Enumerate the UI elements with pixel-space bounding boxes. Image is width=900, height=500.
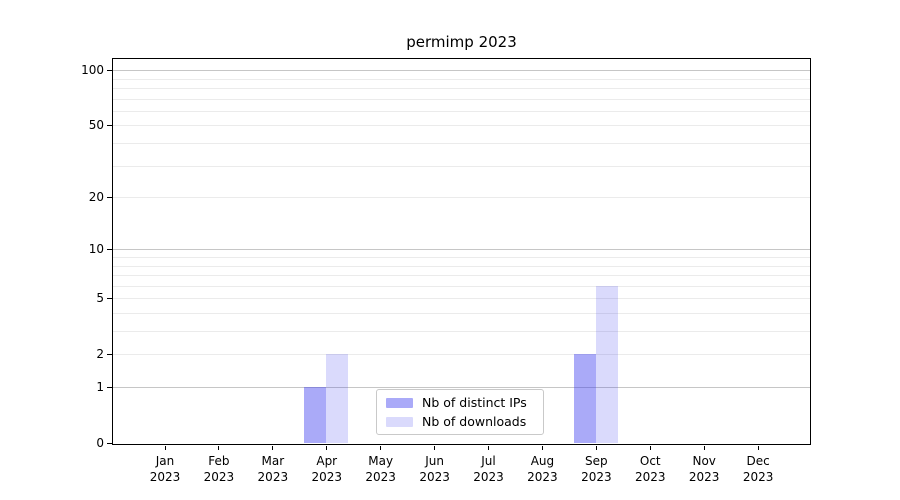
y-tick-mark [107, 249, 112, 251]
x-tick-label: Jan 2023 [133, 453, 197, 486]
y-tick-mark [107, 354, 112, 356]
x-tick-label-line: Jun [425, 453, 444, 468]
x-tick-label-line: 2023 [634, 470, 666, 484]
x-tick-label: Mar 2023 [241, 453, 305, 486]
minor-gridline [113, 197, 810, 199]
major-gridline [113, 249, 810, 251]
x-tick-label-line: 2023 [742, 470, 774, 484]
x-tick-label-line: 2023 [419, 470, 450, 484]
minor-gridline [113, 143, 810, 145]
x-tick-label-line: 2023 [203, 470, 235, 484]
x-tick-label-line: 2023 [581, 470, 612, 484]
y-tick-label: 1 [96, 380, 104, 394]
bar-distinct-ips [304, 387, 327, 443]
x-tick-label-line: Aug [530, 453, 555, 468]
x-tick-label-line: 2023 [365, 470, 396, 484]
legend-item-downloads: Nb of downloads [386, 413, 543, 430]
y-tick-mark [107, 197, 112, 199]
x-tick-mark [595, 445, 597, 450]
bar-downloads [326, 354, 349, 443]
bar-distinct-ips [573, 354, 596, 443]
minor-gridline [113, 298, 810, 300]
minor-gridline [113, 257, 810, 258]
x-tick-mark [703, 445, 705, 450]
x-tick-label-line: Mar [261, 453, 285, 468]
minor-gridline [113, 110, 810, 112]
y-tick-mark [107, 443, 112, 444]
minor-gridline [113, 165, 810, 167]
x-tick-mark [649, 445, 651, 450]
x-tick-label-line: 2023 [473, 470, 504, 484]
y-tick-label: 0 [96, 436, 104, 450]
x-tick-label-line: May [368, 453, 394, 468]
x-tick-label-line: 2023 [311, 470, 343, 484]
x-tick-mark [541, 445, 543, 450]
x-tick-label-line: Sep [585, 453, 608, 468]
legend-label-distinct-ips: Nb of distinct IPs [422, 395, 527, 410]
minor-gridline [113, 354, 810, 356]
minor-gridline [113, 331, 810, 333]
major-gridline [113, 387, 810, 388]
y-tick-label: 50 [88, 118, 104, 133]
x-tick-label: Oct 2023 [618, 453, 682, 486]
major-gridline [113, 70, 810, 72]
y-tick-label: 100 [81, 63, 104, 78]
x-tick-label: Jul 2023 [457, 453, 521, 486]
gridlines-layer [113, 59, 810, 444]
legend-label-downloads: Nb of downloads [422, 414, 527, 429]
x-tick-label: Feb 2023 [187, 453, 251, 486]
x-tick-label: May 2023 [349, 453, 413, 486]
x-tick-mark [488, 445, 490, 450]
bars-layer [113, 59, 810, 444]
minor-gridline [113, 265, 810, 267]
minor-gridline [113, 275, 810, 277]
x-tick-label-line: 2023 [257, 470, 289, 484]
x-tick-label-line: 2023 [688, 470, 720, 484]
x-tick-label-line: 2023 [149, 470, 181, 484]
minor-gridline [113, 125, 810, 127]
legend-item-distinct-ips: Nb of distinct IPs [386, 394, 543, 411]
legend: Nb of distinct IPs Nb of downloads [376, 389, 544, 435]
y-tick-mark [107, 387, 112, 388]
y-tick-label: 5 [96, 291, 104, 306]
minor-gridline [113, 285, 810, 287]
y-tick-label: 2 [96, 347, 104, 362]
minor-gridline [113, 78, 810, 80]
chart-title: permimp 2023 [406, 33, 517, 51]
x-tick-label-line: Jul [481, 453, 496, 468]
legend-swatch-distinct-ips [386, 397, 413, 408]
x-tick-label: Apr 2023 [295, 453, 359, 486]
x-tick-label-line: Nov [692, 453, 716, 468]
x-tick-mark [218, 445, 220, 450]
y-tick-label: 20 [88, 190, 104, 205]
x-tick-mark [757, 445, 759, 450]
minor-gridline [113, 312, 810, 314]
legend-swatch-downloads [386, 416, 413, 427]
minor-gridline [113, 88, 810, 90]
x-tick-label: Aug 2023 [510, 453, 574, 486]
x-tick-label: Nov 2023 [672, 453, 736, 486]
x-tick-mark [272, 445, 274, 450]
x-tick-label: Jun 2023 [403, 453, 467, 486]
minor-gridline [113, 98, 810, 100]
y-tick-mark [107, 70, 112, 72]
x-tick-mark [326, 445, 328, 450]
x-tick-label-line: Feb [208, 453, 230, 468]
y-tick-label: 10 [88, 242, 104, 257]
x-tick-label-line: Dec [746, 453, 770, 468]
x-tick-label-line: Apr [316, 453, 338, 468]
plot-area: Nb of distinct IPs Nb of downloads [112, 58, 811, 445]
x-tick-label-line: 2023 [527, 470, 558, 484]
y-tick-mark [107, 125, 112, 127]
x-tick-label: Dec 2023 [726, 453, 790, 486]
bar-downloads [595, 285, 618, 443]
x-tick-mark [380, 445, 382, 450]
x-tick-label: Sep 2023 [564, 453, 628, 486]
x-tick-label-line: Oct [639, 453, 661, 468]
x-tick-label-line: Jan [155, 453, 175, 468]
x-tick-mark [434, 445, 436, 450]
y-tick-mark [107, 298, 112, 300]
x-tick-mark [164, 445, 166, 450]
